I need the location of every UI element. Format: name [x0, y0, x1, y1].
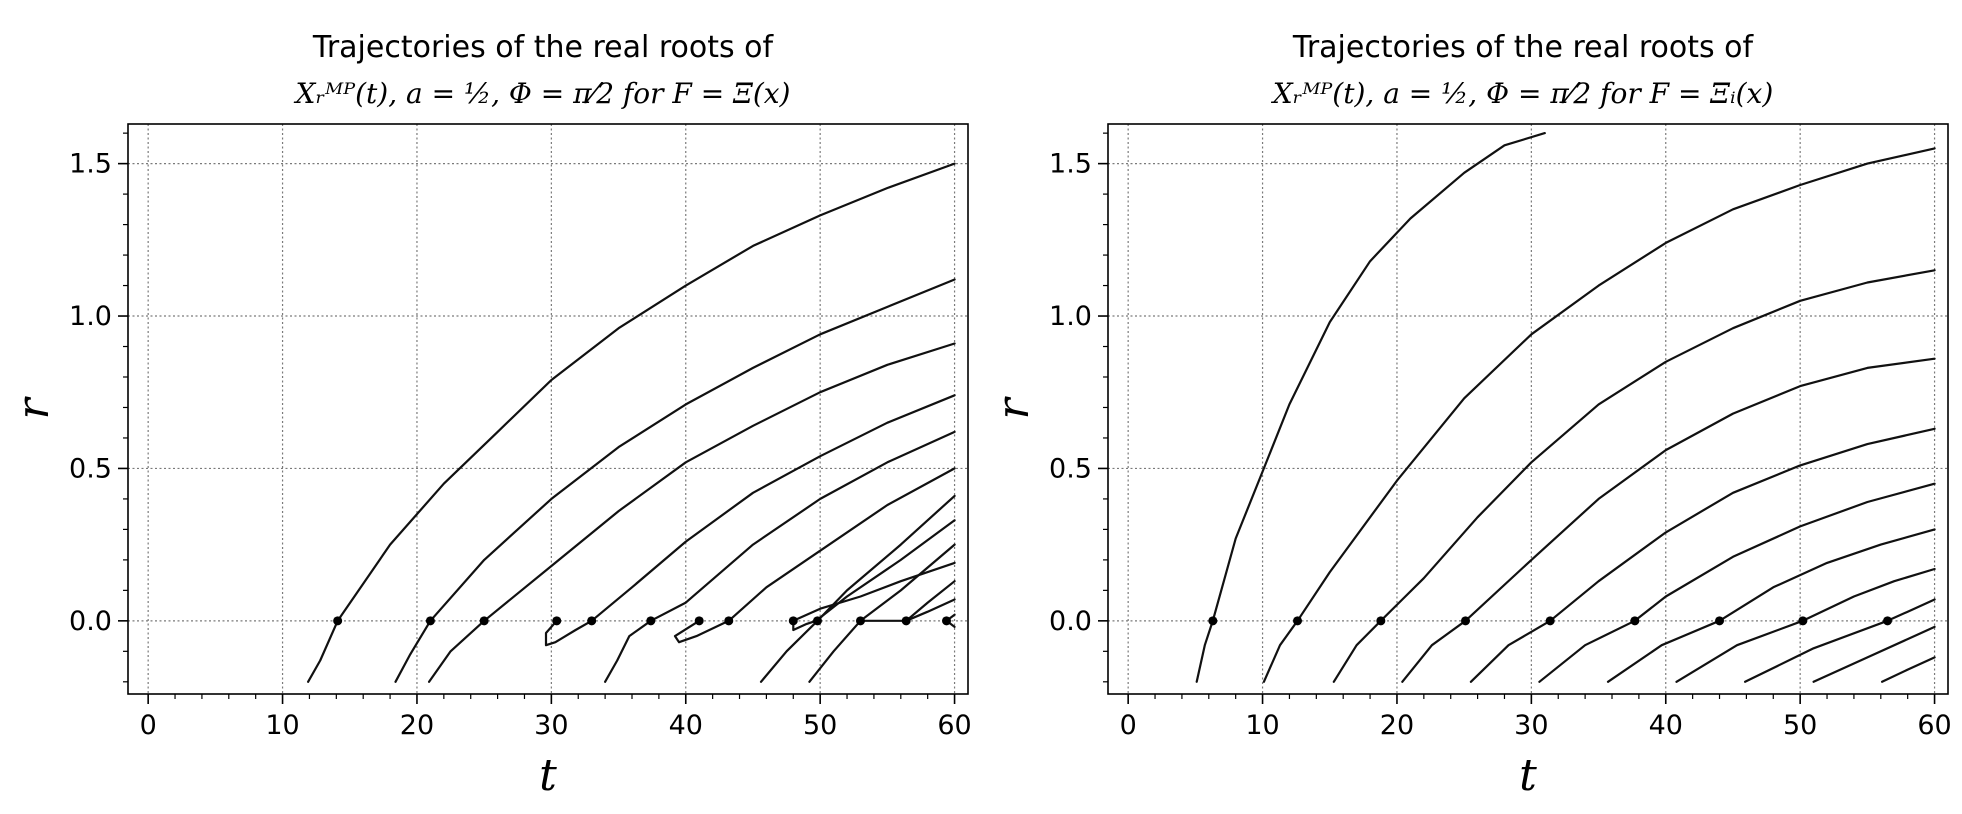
- left-plot-trajectory-10: [792, 561, 956, 622]
- right-plot-root-markers: [1208, 616, 1893, 626]
- right-plot-gridlines: [1108, 124, 1948, 694]
- right-plot: Trajectories of the real roots of Xᵣᴹᴾ(t…: [988, 30, 1952, 801]
- left-plot-root-marker: [587, 616, 597, 626]
- right-plot-root-marker: [1208, 616, 1218, 626]
- right-plot-y-tick-label: 0.5: [1049, 453, 1092, 484]
- right-plot-x-tick-label: 50: [1783, 710, 1817, 741]
- right-plot-x-axis-label: t: [1519, 750, 1537, 801]
- left-plot-root-marker: [694, 616, 704, 626]
- left-plot-trajectory-11: [859, 580, 956, 622]
- right-plot-y-tick-label: 0.0: [1049, 606, 1092, 637]
- left-plot-trajectory-9: [808, 543, 956, 683]
- right-plot-frame: [1107, 123, 1949, 695]
- right-plot-x-tick-label: 30: [1514, 710, 1548, 741]
- left-plot-root-marker: [901, 616, 911, 626]
- left-plot-x-tick-label: 20: [400, 710, 434, 741]
- right-plot-title-line1: Trajectories of the real roots of: [1292, 30, 1755, 65]
- left-plot-x-tick-label: 40: [669, 710, 703, 741]
- left-plot-y-tick-label: 1.0: [69, 301, 112, 332]
- left-plot-root-marker: [333, 616, 343, 626]
- left-plot-trajectory-4: [544, 394, 956, 647]
- right-plot-trajectory-11: [1881, 656, 1936, 683]
- left-plot-root-marker: [941, 616, 951, 626]
- right-plot-title-line2: Xᵣᴹᴾ(t), a = ½, Φ = π⁄2 for F = Ξᵢ(x): [1271, 77, 1774, 110]
- left-plot-root-marker: [479, 616, 489, 626]
- left-plot-x-tick-label: 10: [265, 710, 299, 741]
- left-plot: Trajectories of the real roots of Xᵣᴹᴾ(t…: [8, 30, 972, 801]
- right-plot-y-axis-label: r: [988, 396, 1039, 420]
- right-plot-root-marker: [1293, 616, 1303, 626]
- left-plot-root-marker: [425, 616, 435, 626]
- right-plot-trajectory-2: [1262, 147, 1936, 683]
- right-plot-trajectory-7: [1606, 528, 1936, 683]
- right-plot-x-tick-label: 10: [1245, 710, 1279, 741]
- right-plot-root-marker: [1798, 616, 1808, 626]
- right-plot-root-marker: [1461, 616, 1471, 626]
- left-plot-trajectory-12: [905, 598, 956, 622]
- right-plot-curves: [1195, 132, 1936, 683]
- left-plot-y-tick-label: 0.5: [69, 453, 112, 484]
- left-plot-root-marker: [552, 616, 562, 626]
- left-plot-x-tick-label: 60: [937, 710, 971, 741]
- right-plot-trajectory-1: [1195, 132, 1546, 683]
- right-plot-ticks: 0 10 20 30 40 50 60 0.0 0.5 1.0 1.5: [1049, 132, 1952, 741]
- left-plot-y-tick-label: 0.0: [69, 606, 112, 637]
- left-plot-root-marker: [646, 616, 656, 626]
- right-plot-root-marker: [1545, 616, 1555, 626]
- right-plot-trajectory-10: [1812, 625, 1936, 683]
- right-plot-root-marker: [1376, 616, 1386, 626]
- left-plot-trajectory-3: [428, 342, 956, 683]
- left-plot-trajectory-1: [307, 162, 956, 683]
- left-plot-frame: [127, 123, 969, 695]
- right-plot-trajectory-5: [1469, 427, 1936, 683]
- right-plot-x-tick-label: 40: [1649, 710, 1683, 741]
- right-plot-y-tick-label: 1.5: [1049, 149, 1092, 180]
- left-plot-root-markers: [333, 616, 951, 626]
- right-plot-x-tick-label: 60: [1917, 710, 1951, 741]
- left-plot-root-marker: [724, 616, 734, 626]
- right-plot-root-marker: [1715, 616, 1725, 626]
- right-plot-trajectory-8: [1675, 567, 1936, 683]
- left-plot-x-axis-label: t: [539, 750, 557, 801]
- right-plot-root-marker: [1883, 616, 1893, 626]
- right-plot-trajectory-4: [1401, 357, 1936, 683]
- left-plot-trajectory-5: [604, 430, 956, 683]
- left-plot-trajectory-8: [792, 519, 956, 632]
- left-plot-title-line1: Trajectories of the real roots of: [312, 30, 775, 65]
- left-plot-root-marker: [855, 616, 865, 626]
- right-plot-y-tick-label: 1.0: [1049, 301, 1092, 332]
- left-plot-curves: [307, 162, 956, 683]
- left-plot-y-tick-label: 1.5: [69, 149, 112, 180]
- right-plot-x-tick-label: 20: [1380, 710, 1414, 741]
- left-plot-gridlines: [128, 124, 968, 694]
- left-plot-trajectory-2: [394, 278, 956, 683]
- left-plot-ticks: 0 10 20 30 40 50 60 0.0 0.5 1.0 1.5: [69, 132, 972, 741]
- right-plot-root-marker: [1630, 616, 1640, 626]
- right-plot-trajectory-6: [1538, 482, 1936, 683]
- right-plot-x-tick-label: 0: [1120, 710, 1137, 741]
- left-plot-root-marker: [812, 616, 822, 626]
- left-plot-x-tick-label: 0: [140, 710, 157, 741]
- right-plot-trajectory-3: [1332, 269, 1936, 683]
- left-plot-root-marker: [788, 616, 798, 626]
- left-plot-x-tick-label: 30: [534, 710, 568, 741]
- left-plot-x-tick-label: 50: [803, 710, 837, 741]
- left-plot-y-axis-label: r: [8, 396, 59, 420]
- left-plot-title-line2: Xᵣᴹᴾ(t), a = ½, Φ = π⁄2 for F = Ξ(x): [294, 77, 791, 110]
